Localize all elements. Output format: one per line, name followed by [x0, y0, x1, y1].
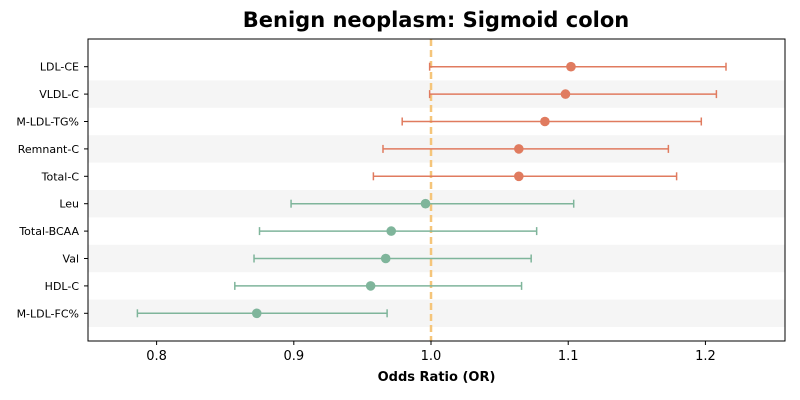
x-tick-label: 1.2	[695, 349, 716, 364]
or-point	[540, 116, 550, 127]
or-point	[514, 144, 524, 154]
y-tick-label: Val	[63, 253, 79, 266]
or-point	[560, 89, 571, 99]
or-point	[251, 308, 262, 319]
y-tick-label: VLDL-C	[39, 88, 79, 101]
x-tick-label: 0.9	[283, 349, 304, 364]
y-tick-label: Total-C	[41, 170, 80, 183]
x-tick-label: 1.1	[558, 349, 579, 364]
y-tick-label: LDL-CE	[40, 61, 79, 74]
y-tick-label: Leu	[59, 198, 79, 211]
y-tick-label: Total-BCAA	[18, 225, 79, 238]
or-point	[514, 171, 524, 182]
or-point	[566, 61, 576, 72]
y-tick-label: M-LDL-FC%	[17, 307, 79, 320]
x-tick-label: 0.8	[146, 349, 167, 364]
plot-frame	[87, 38, 786, 342]
y-tick-label: HDL-C	[45, 280, 80, 293]
or-point	[420, 198, 431, 209]
or-point	[365, 281, 376, 291]
x-axis-title: Odds Ratio (OR)	[378, 370, 496, 385]
x-tick-label: 1.0	[421, 349, 442, 364]
or-point	[380, 253, 391, 264]
y-tick-label: Remnant-C	[18, 143, 80, 156]
chart-title: Benign neoplasm: Sigmoid colon	[242, 8, 630, 32]
y-tick-label: M-LDL-TG%	[16, 116, 79, 129]
or-point	[386, 226, 397, 236]
